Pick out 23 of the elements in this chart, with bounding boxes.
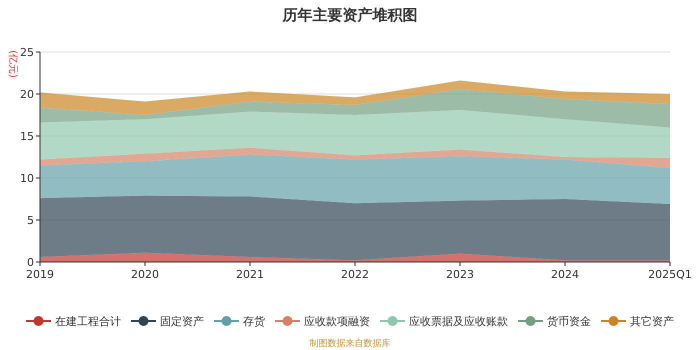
legend-label: 货币资金 — [547, 315, 591, 328]
text: 制图数据来自数据库 — [310, 338, 390, 349]
legend-label: 固定资产 — [160, 315, 204, 328]
x-tick-label: 2023 — [446, 268, 474, 281]
x-tick-label: 2022 — [341, 268, 369, 281]
y-tick-label: 25 — [20, 46, 34, 59]
y-axis-title: (亿元) — [7, 50, 18, 78]
y-tick-label: 15 — [20, 130, 34, 143]
y-tick-label: 20 — [20, 88, 34, 101]
legend-label: 存货 — [243, 315, 265, 328]
y-tick-label: 0 — [27, 256, 34, 269]
x-tick-label: 2024 — [551, 268, 579, 281]
legend-label: 应收票据及应收账款 — [409, 315, 508, 328]
x-tick-label: 2025Q1 — [648, 268, 692, 281]
legend-label: 其它资产 — [630, 315, 674, 328]
chart-title: 历年主要资产堆积图 — [282, 6, 418, 24]
x-tick-label: 2019 — [26, 268, 54, 281]
x-tick-label: 2020 — [131, 268, 159, 281]
legend-label: 应收款项融资 — [304, 315, 370, 328]
y-tick-label: 5 — [27, 214, 34, 227]
legend-label: 在建工程合计 — [55, 315, 121, 328]
y-tick-label: 10 — [20, 172, 34, 185]
x-tick-label: 2021 — [236, 268, 264, 281]
